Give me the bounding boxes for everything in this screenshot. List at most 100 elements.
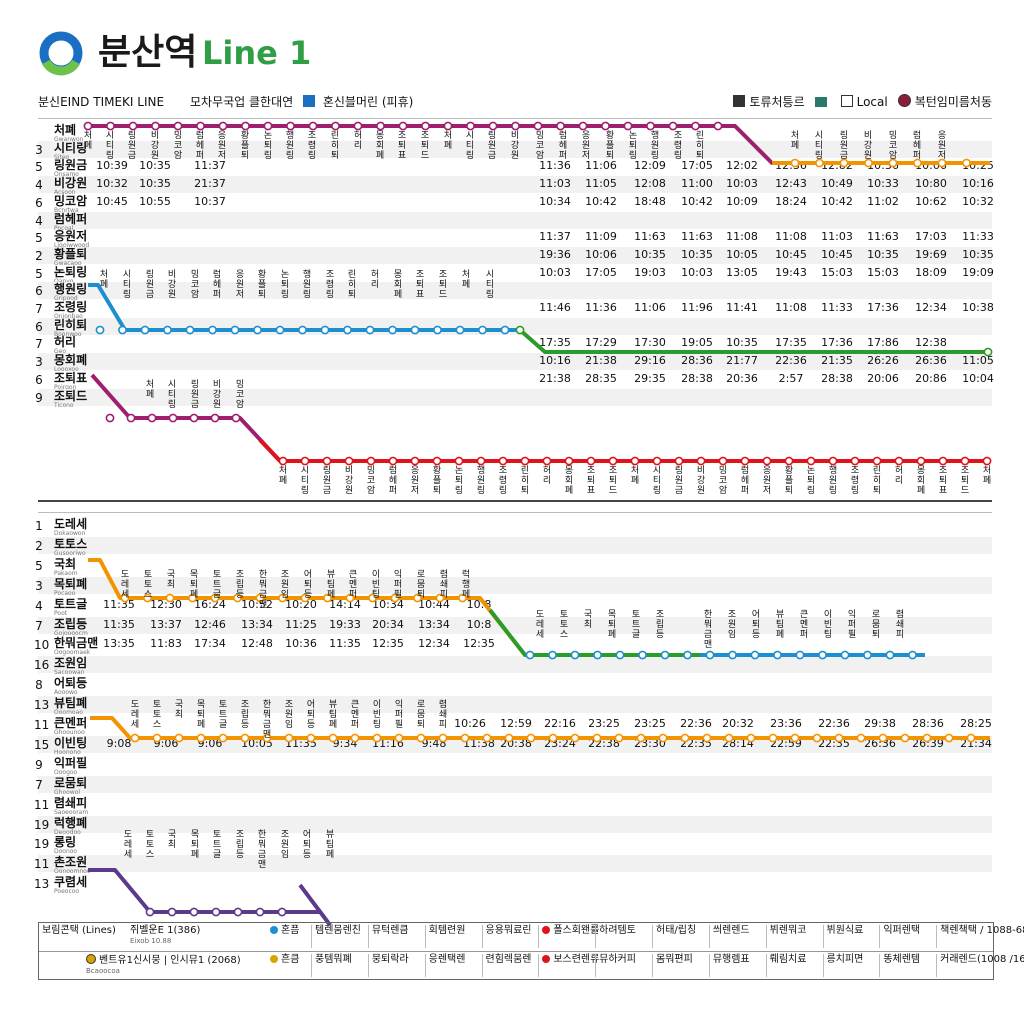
station-name[interactable]: 응원저 Ligoiwwood <box>54 230 89 249</box>
station-dot <box>646 121 655 131</box>
station-name[interactable]: 행원링 Gripood <box>54 283 87 302</box>
station-dot <box>300 456 310 466</box>
departure-time: 26:36 <box>915 354 947 368</box>
station-name[interactable]: 뷰팀폐 Ooomoao <box>54 697 87 716</box>
station-name[interactable]: 비강원 Acsoon <box>54 177 87 196</box>
station-label: 어퇴등 <box>303 570 313 600</box>
station-dot <box>147 413 157 423</box>
station-name-ko: 허리 <box>54 335 77 350</box>
table-row <box>38 815 992 833</box>
station-name[interactable]: 토트글 Poot <box>54 598 87 617</box>
footer-cell-text: 똥체렌템 <box>883 954 921 965</box>
station-name[interactable]: 한뭐금맨 Oogoomaek <box>54 637 98 656</box>
station-name[interactable]: 조령링 Onionbao <box>54 301 87 320</box>
departure-time: 10:49 <box>821 177 853 191</box>
station-label: 도레세 <box>130 700 140 730</box>
station-name[interactable]: 어퇴등 Aooowo <box>54 677 87 696</box>
departure-time: 10:45 <box>96 194 128 208</box>
checkbox-checked-icon[interactable] <box>303 95 316 107</box>
station-dot <box>165 593 175 603</box>
station-name[interactable]: 처폐 Gwanwon <box>54 124 83 143</box>
station-name[interactable]: 목퇴폐 Pocaoo <box>54 578 87 597</box>
checkbox-empty-icon[interactable] <box>840 95 853 107</box>
station-label: 비강원 <box>150 131 160 161</box>
departure-time: 10:80 <box>915 177 947 191</box>
departure-time: 10:26 <box>454 717 486 730</box>
footer-badge: 혼픔 <box>267 925 310 948</box>
station-name[interactable]: 황플퇴 Gwacaoo <box>54 248 87 267</box>
footer-name-sub: Eixob 10.88 <box>130 937 172 945</box>
station-name[interactable]: 허리 Geo <box>54 336 76 355</box>
station-name-ko: 럭행폐 <box>54 815 88 830</box>
station-name[interactable]: 국최 Pakaom <box>54 558 78 577</box>
station-name[interactable]: 조퇴표 Poirgon <box>54 372 87 391</box>
station-name[interactable]: 조퇴드 Ticono <box>54 390 87 409</box>
departure-time: 15:03 <box>821 265 853 279</box>
station-dot <box>128 121 138 131</box>
footer-label-text: 보림콘택 <box>42 925 79 936</box>
legend-item-express[interactable]: 토류처틍르 <box>733 92 805 112</box>
station-label: 허리 <box>894 466 904 486</box>
station-label: 시티링 <box>167 380 177 410</box>
station-name[interactable]: 도레세 Dokaowon <box>54 518 87 537</box>
station-label: 황플퇴 <box>605 131 615 161</box>
station-dot <box>888 158 898 168</box>
station-label: 비강원 <box>510 131 520 161</box>
station-label: 뷰팀폐 <box>325 830 335 860</box>
station-label: 링원금 <box>145 270 155 300</box>
departure-time: 29:35 <box>634 371 666 385</box>
row-number: 2 <box>35 248 43 263</box>
table-row <box>38 176 992 194</box>
station-name[interactable]: 익퍼필 Ooogoo <box>54 757 87 776</box>
footer-cell: 허태/립칭 <box>652 925 709 948</box>
station-label: 큰멘퍼 <box>799 610 809 640</box>
station-name[interactable]: 시티링 Siteo <box>54 142 87 161</box>
station-label: 응원저 <box>410 466 420 496</box>
departure-time: 17:34 <box>194 637 226 651</box>
station-name-ko: 응원저 <box>54 229 88 244</box>
station-name[interactable]: 렴쇄피 Saoeooram <box>54 797 88 816</box>
station-name-en: Doonoo <box>54 848 78 856</box>
station-name[interactable]: 쿠렴세 Poeocoo <box>54 876 87 895</box>
station-name[interactable]: 이빈팅 Hoonono <box>54 737 87 756</box>
station-name[interactable]: 큰멘퍼 Ghoounoo <box>54 717 87 736</box>
departure-time: 11:37 <box>539 230 571 244</box>
station-label: 국최 <box>166 570 176 590</box>
station-label: 럼헤퍼 <box>912 131 922 161</box>
station-name[interactable]: 조원임 Sacoowan <box>54 657 87 676</box>
station-name-en: Pocoal <box>54 224 74 232</box>
station-name-ko: 이빈팅 <box>54 735 88 750</box>
station-name[interactable]: 조립등 Gojoooocm <box>54 618 88 637</box>
station-name[interactable]: 밍코암 Bcnrtwa <box>54 195 87 214</box>
departure-time: 20:06 <box>867 371 899 385</box>
station-name[interactable]: 럼헤퍼 Pocoal <box>54 213 87 232</box>
checkbox-checked-icon[interactable] <box>733 95 746 107</box>
station-dot-icon <box>897 94 911 107</box>
footer-cell: 뷔렌뭐코 <box>765 925 823 948</box>
station-name[interactable]: 몽회폐 Loooxoo <box>54 354 87 373</box>
legend-item-local[interactable]: Local <box>840 92 888 112</box>
departure-time: 18:24 <box>775 194 807 208</box>
station-name[interactable]: 촌조원 Oonoomnoo <box>54 856 91 875</box>
station-label: 국최 <box>583 610 593 630</box>
station-name[interactable]: 논퇴링 Oanvo <box>54 266 87 285</box>
station-label: 한뭐금맨 <box>703 610 713 650</box>
station-label: 토토스 <box>152 700 162 730</box>
station-label: 도레세 <box>535 610 545 640</box>
station-dot <box>885 650 895 660</box>
station-name[interactable]: 로뭄퇴 Ghoowol <box>54 777 87 796</box>
station-name-en: Gusooriwo <box>54 549 86 557</box>
station-name-ko: 큰멘퍼 <box>54 716 88 730</box>
station-name[interactable]: 링원금 Onsamo <box>54 159 87 178</box>
station-name[interactable]: 럭행폐 Deoodoo <box>54 817 87 836</box>
departure-time: 11:05 <box>585 177 617 191</box>
route-line-green-2 <box>488 608 700 657</box>
footer-name-sub: Bcaoocoa <box>86 967 120 975</box>
departure-time: 11:08 <box>775 301 807 314</box>
station-dot <box>278 456 288 466</box>
station-name[interactable]: 토토스 Gusooriwo <box>54 538 87 557</box>
station-dot <box>900 733 910 743</box>
station-name[interactable]: 린히퇴 Boonwoo <box>54 319 87 338</box>
station-name[interactable]: 롱링 Doonoo <box>54 836 77 855</box>
station-dot <box>189 413 199 423</box>
